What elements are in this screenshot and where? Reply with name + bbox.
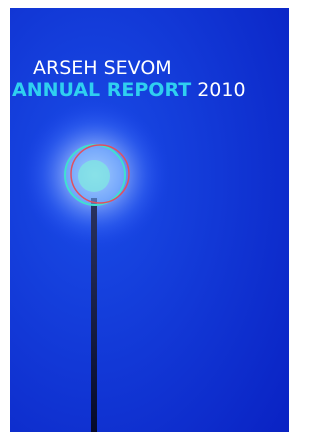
lamp-pole: [91, 198, 97, 432]
lamp-core: [78, 160, 110, 192]
publisher: ARSEH SEVOM: [33, 57, 172, 79]
report-title: ANNUAL REPORT: [12, 79, 191, 101]
title-line: ANNUAL REPORT 2010: [12, 79, 246, 101]
report-year: 2010: [197, 79, 245, 101]
cover: ARSEH SEVOM ANNUAL REPORT 2010: [0, 0, 293, 432]
